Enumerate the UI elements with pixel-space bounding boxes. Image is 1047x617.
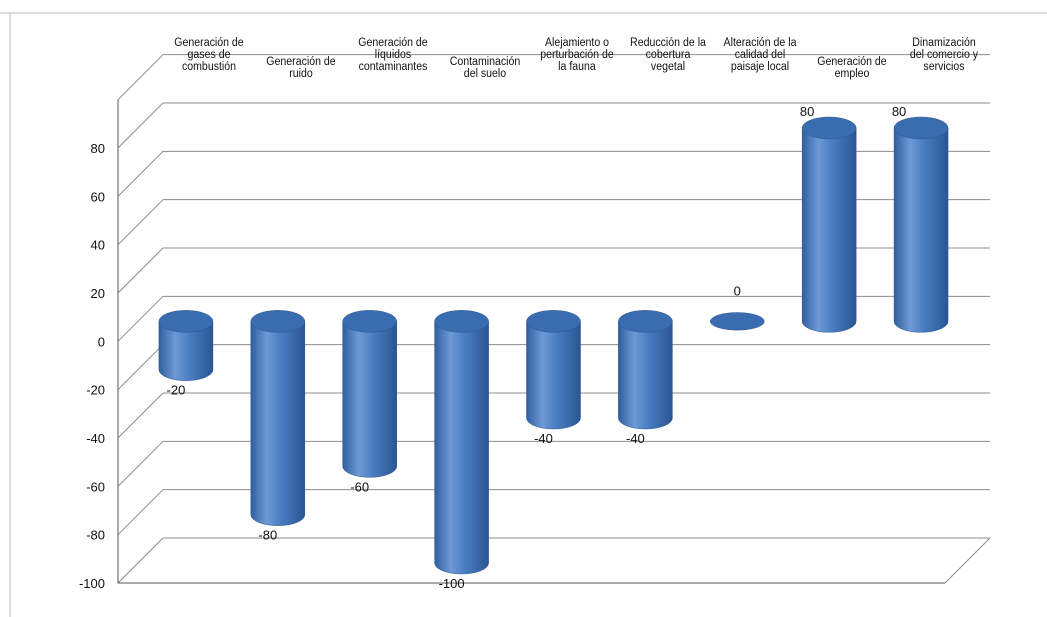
floor-edge bbox=[944, 537, 991, 584]
bar-cap bbox=[158, 310, 214, 333]
category-label: Generación de líquidos contaminantes bbox=[358, 37, 428, 73]
gridlines bbox=[0, 12, 1047, 617]
data-label: -100 bbox=[439, 576, 465, 591]
gridline-depth bbox=[117, 150, 164, 197]
category-label: Generación de gases de combustión bbox=[174, 37, 244, 73]
y-tick-label: -100 bbox=[79, 576, 105, 591]
bar-4 bbox=[526, 310, 581, 430]
category-label: Generación de ruido bbox=[266, 56, 336, 80]
gridline-depth bbox=[117, 489, 164, 536]
data-label: -40 bbox=[626, 431, 645, 446]
bar-cap bbox=[618, 310, 673, 333]
category-label: Generación de empleo bbox=[817, 56, 887, 80]
y-tick-label: 80 bbox=[91, 141, 105, 156]
category-label: Reducción de la cobertura vegetal bbox=[630, 37, 707, 73]
y-tick-label: -80 bbox=[86, 528, 105, 543]
category-label: Alejamiento o perturbación de la fauna bbox=[539, 37, 614, 73]
bar-cap bbox=[893, 116, 949, 140]
bar-0 bbox=[158, 310, 214, 381]
labels: 80 60 40 20 0 -20 -40 -60 -80 -100 -20 -80 -60 -100 -4… bbox=[79, 104, 906, 591]
category-label: Alteración de la calidad del paisaje local bbox=[723, 37, 797, 73]
y-tick-label: 40 bbox=[91, 238, 105, 253]
bar-body bbox=[618, 321, 673, 430]
y-tick-label: -40 bbox=[86, 431, 105, 446]
bars bbox=[158, 116, 949, 575]
bar-2 bbox=[342, 310, 397, 478]
bar-body bbox=[434, 321, 489, 575]
y-tick-label: -20 bbox=[86, 383, 105, 398]
bar-cap bbox=[434, 310, 489, 333]
bar-cap bbox=[526, 310, 581, 333]
bar-8 bbox=[893, 116, 949, 333]
bar-cap bbox=[250, 310, 306, 333]
y-tick-label: 20 bbox=[91, 286, 105, 301]
bar-body bbox=[158, 321, 214, 381]
gridline-depth bbox=[117, 295, 164, 342]
data-label: -40 bbox=[534, 431, 553, 446]
gridline-depth bbox=[117, 537, 164, 584]
data-label: 80 bbox=[800, 104, 814, 119]
data-label: 0 bbox=[734, 283, 741, 298]
data-label: -80 bbox=[258, 528, 277, 543]
bar-cap bbox=[710, 312, 765, 331]
category-label: Dinamización del comercio y servicios bbox=[909, 37, 979, 73]
bar-cap bbox=[342, 310, 397, 333]
bar-body bbox=[250, 321, 306, 526]
bar-3 bbox=[434, 310, 489, 575]
bar-6 bbox=[710, 312, 765, 331]
data-label: -60 bbox=[350, 479, 369, 494]
gridline-depth bbox=[117, 102, 164, 149]
category-label: Contaminación del suelo bbox=[449, 56, 520, 80]
bar-body bbox=[526, 321, 581, 430]
gridline-depth bbox=[117, 54, 164, 101]
gridline-depth bbox=[117, 440, 164, 487]
bar-7 bbox=[801, 116, 857, 333]
gridline-depth bbox=[117, 344, 164, 391]
data-label: -20 bbox=[167, 383, 186, 398]
y-tick-label: 0 bbox=[98, 334, 105, 349]
bar-body bbox=[342, 321, 397, 478]
bar-body bbox=[893, 127, 949, 333]
gridline-depth bbox=[117, 199, 164, 246]
bar-body bbox=[801, 127, 857, 333]
bar-cap bbox=[801, 116, 857, 140]
y-tick-label: 60 bbox=[91, 189, 105, 204]
bar-1 bbox=[250, 310, 306, 526]
y-tick-label: -60 bbox=[86, 479, 105, 494]
gridline-depth bbox=[117, 247, 164, 294]
data-label: 80 bbox=[892, 104, 906, 119]
bar-5 bbox=[618, 310, 673, 430]
gridline-depth bbox=[117, 392, 164, 439]
